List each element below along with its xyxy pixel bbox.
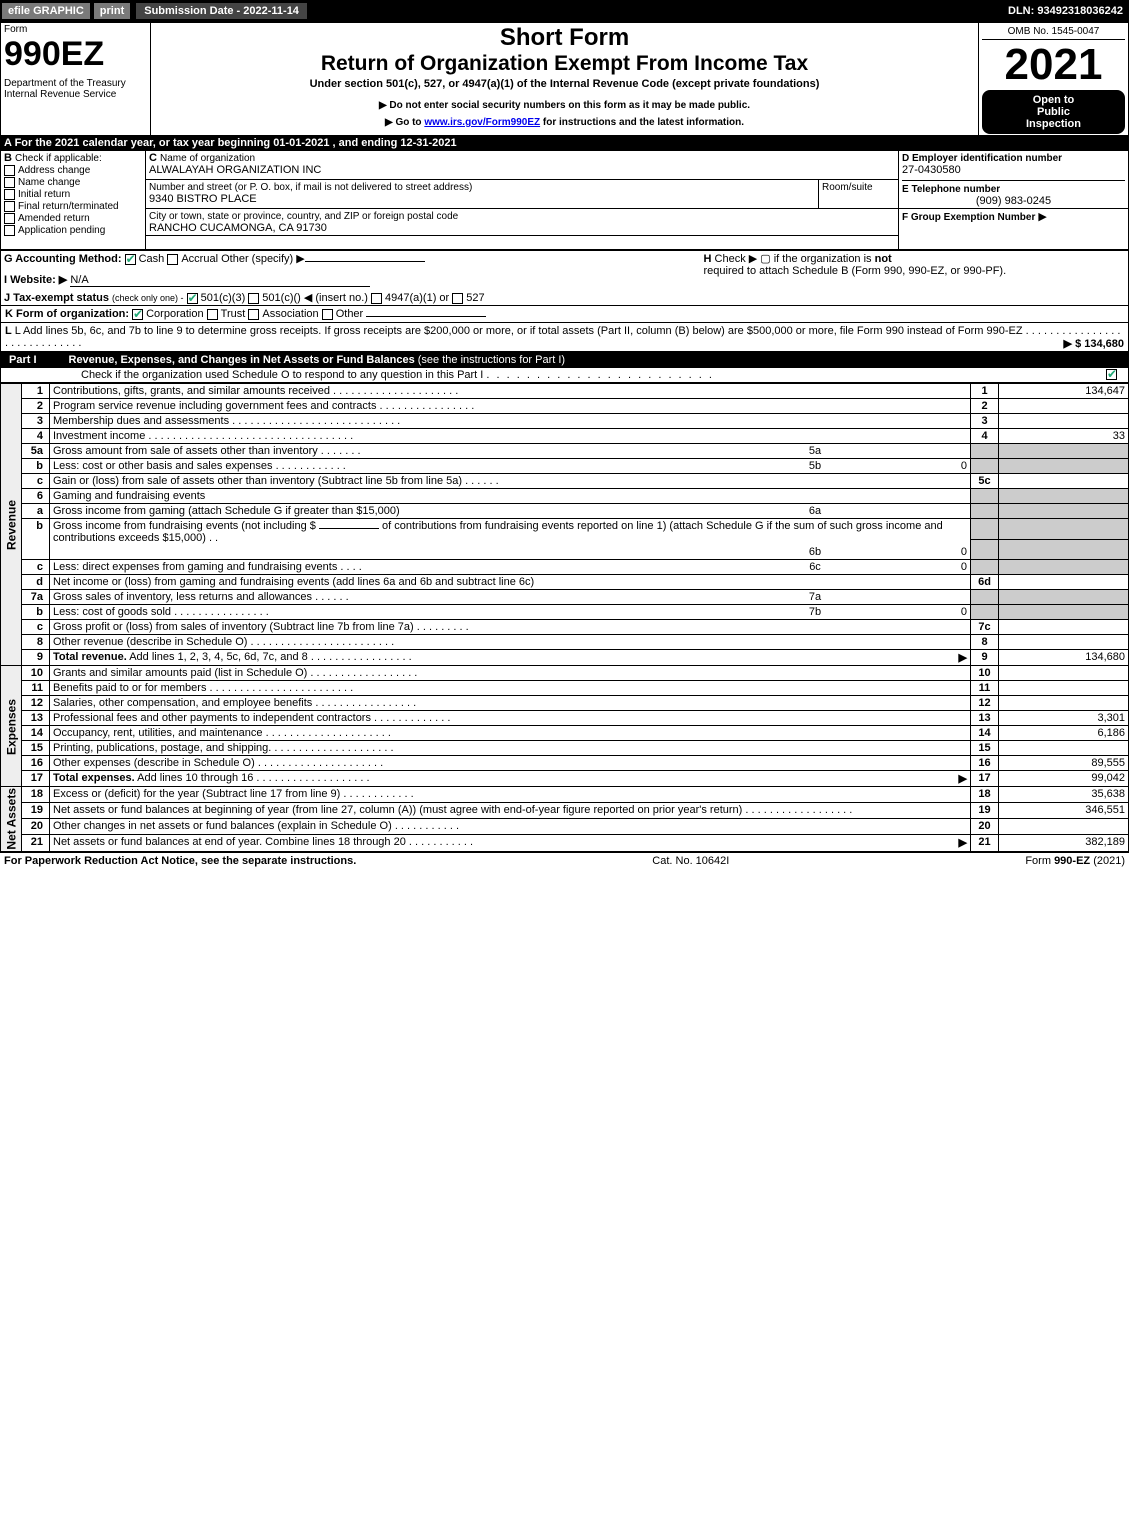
line-h-label: H	[704, 253, 712, 265]
street-address: 9340 BISTRO PLACE	[149, 193, 257, 205]
chk-final-return[interactable]	[4, 201, 15, 212]
line-13-amount: 3,301	[999, 711, 1129, 726]
short-form-title: Short Form	[154, 24, 975, 52]
telephone: (909) 983-0245	[902, 195, 1125, 207]
dept-treasury: Department of the Treasury	[4, 78, 147, 89]
line-21-amount: 382,189	[999, 834, 1129, 851]
netassets-section-label: Net Assets	[1, 787, 22, 852]
org-name: ALWALAYAH ORGANIZATION INC	[149, 164, 321, 176]
box-d-label: D Employer identification number	[902, 153, 1062, 164]
chk-4947a1[interactable]	[371, 293, 382, 304]
chk-527[interactable]	[452, 293, 463, 304]
line-14-amount: 6,186	[999, 726, 1129, 741]
org-name-label: Name of organization	[160, 153, 255, 164]
box-b-check: Check if applicable:	[15, 153, 102, 164]
line-16-amount: 89,555	[999, 756, 1129, 771]
entity-info-block: B Check if applicable: Address change Na…	[0, 150, 1129, 250]
other-org-input[interactable]	[366, 316, 486, 317]
line-k: K Form of organization: Corporation Trus…	[0, 306, 1129, 323]
chk-accrual[interactable]	[167, 254, 178, 265]
line-g-label: G Accounting Method:	[4, 253, 122, 265]
omb-number: OMB No. 1545-0047	[982, 24, 1125, 40]
top-bar: efile GRAPHIC print Submission Date - 20…	[0, 0, 1129, 22]
box-f-label: F Group Exemption Number	[902, 212, 1035, 223]
chk-association[interactable]	[248, 309, 259, 320]
website-value: N/A	[70, 274, 370, 287]
line-1-amount: 134,647	[999, 384, 1129, 399]
irs-link[interactable]: www.irs.gov/Form990EZ	[424, 117, 540, 128]
form-number: 990EZ	[4, 35, 147, 74]
method-website-block: G Accounting Method: Cash Accrual Other …	[0, 250, 1129, 306]
ssn-warning: ▶ Do not enter social security numbers o…	[154, 100, 975, 111]
part-i-header: Part I Revenue, Expenses, and Changes in…	[0, 352, 1129, 383]
street-label: Number and street (or P. O. box, if mail…	[149, 182, 472, 193]
chk-corporation[interactable]	[132, 309, 143, 320]
part-i-table: Revenue 1 Contributions, gifts, grants, …	[0, 383, 1129, 852]
ein: 27-0430580	[902, 164, 961, 176]
chk-initial-return[interactable]	[4, 189, 15, 200]
group-exemption-arrow: ▶	[1038, 211, 1046, 223]
goto-line: ▶ Go to www.irs.gov/Form990EZ for instru…	[154, 117, 975, 128]
room-suite-label: Room/suite	[822, 182, 873, 193]
line-l: L L Add lines 5b, 6c, and 7b to line 9 t…	[0, 323, 1129, 352]
irs-label: Internal Revenue Service	[4, 89, 147, 100]
print-button[interactable]: print	[94, 3, 130, 19]
line-18-amount: 35,638	[999, 787, 1129, 803]
line-19-amount: 346,551	[999, 802, 1129, 818]
line-4-amount: 33	[999, 429, 1129, 444]
page-footer: For Paperwork Reduction Act Notice, see …	[0, 852, 1129, 869]
revenue-section-label: Revenue	[1, 384, 22, 666]
chk-address-change[interactable]	[4, 165, 15, 176]
efile-button[interactable]: efile GRAPHIC	[2, 3, 90, 19]
cat-no: Cat. No. 10642I	[652, 855, 729, 867]
line-j-label: J Tax-exempt status	[4, 292, 109, 304]
line-a: A For the 2021 calendar year, or tax yea…	[0, 136, 1129, 150]
under-section: Under section 501(c), 527, or 4947(a)(1)…	[154, 78, 975, 90]
form-header: Form 990EZ Department of the Treasury In…	[0, 22, 1129, 136]
chk-schedule-o-part-i[interactable]	[1106, 369, 1117, 380]
pra-notice: For Paperwork Reduction Act Notice, see …	[4, 855, 356, 867]
chk-amended-return[interactable]	[4, 213, 15, 224]
chk-trust[interactable]	[207, 309, 218, 320]
other-method-input[interactable]	[305, 261, 425, 262]
gross-receipts-amount: ▶ $ 134,680	[1064, 337, 1124, 350]
part-i-label: Part I	[1, 353, 61, 368]
part-i-check-line: Check if the organization used Schedule …	[81, 369, 483, 381]
chk-other-org[interactable]	[322, 309, 333, 320]
form-ref: Form 990-EZ (2021)	[1025, 855, 1125, 867]
form-label: Form	[4, 24, 147, 35]
dln: DLN: 93492318036242	[1008, 5, 1129, 17]
box-e-label: E Telephone number	[902, 184, 1000, 195]
submission-date: Submission Date - 2022-11-14	[136, 3, 307, 19]
return-title: Return of Organization Exempt From Incom…	[154, 52, 975, 76]
line-9-total-revenue: 134,680	[999, 650, 1129, 666]
chk-501c[interactable]	[248, 293, 259, 304]
chk-name-change[interactable]	[4, 177, 15, 188]
chk-cash[interactable]	[125, 254, 136, 265]
chk-application-pending[interactable]	[4, 225, 15, 236]
line-i-label: I Website: ▶	[4, 274, 67, 286]
expenses-section-label: Expenses	[1, 666, 22, 787]
line-17-total-expenses: 99,042	[999, 771, 1129, 787]
box-b-label: B	[4, 152, 12, 164]
city-state-zip: RANCHO CUCAMONGA, CA 91730	[149, 222, 327, 234]
chk-501c3[interactable]	[187, 293, 198, 304]
city-label: City or town, state or province, country…	[149, 211, 458, 222]
box-c-label: C	[149, 152, 157, 164]
tax-year: 2021	[982, 40, 1125, 90]
open-public-box: Open to Public Inspection	[982, 90, 1125, 134]
